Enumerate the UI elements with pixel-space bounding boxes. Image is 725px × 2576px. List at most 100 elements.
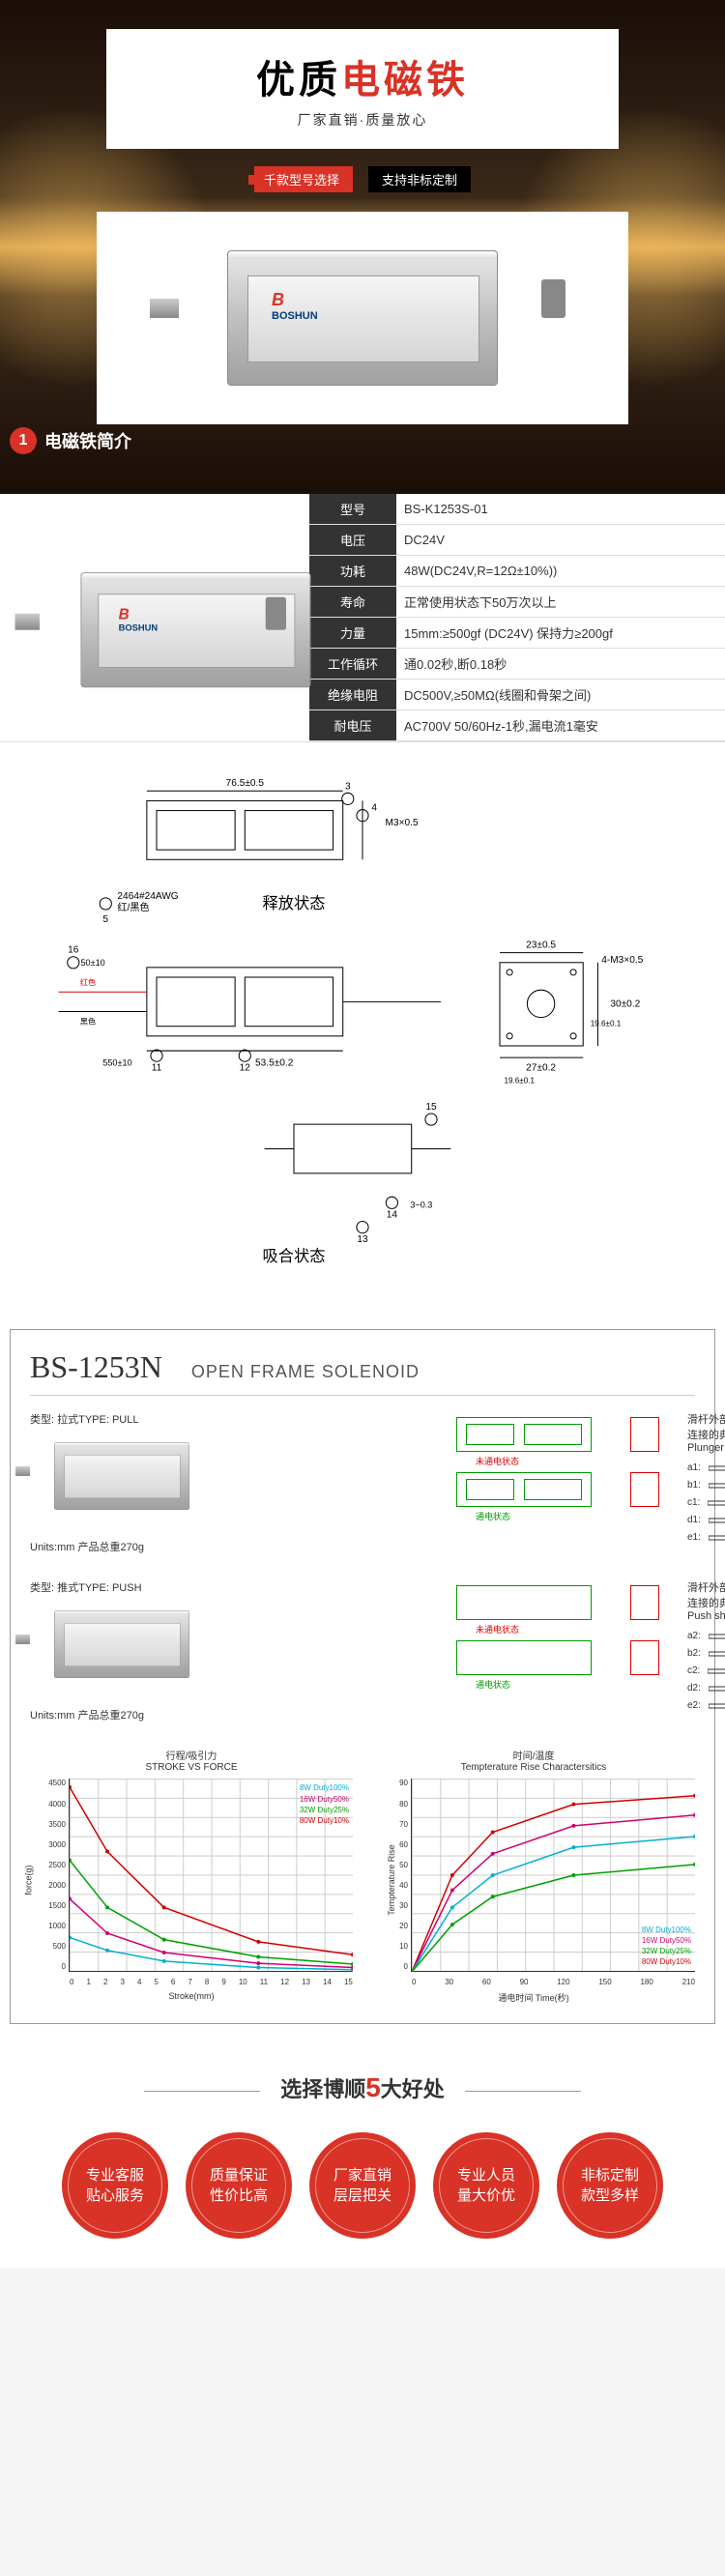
svg-text:15: 15 <box>425 1102 437 1113</box>
chart2-title: 时间/温度 Tempterature Rise Charactersitics <box>372 1748 695 1773</box>
chart1-title: 行程/吸引力 STROKE VS FORCE <box>30 1748 353 1773</box>
pull-schematic: 未通电状态 通电状态 <box>417 1411 668 1518</box>
plunger-item: e2: <box>687 1697 725 1715</box>
title-prefix: 优质 <box>256 59 341 101</box>
spec-key: 工作循环 <box>309 649 396 680</box>
push-schematic: 未通电状态 通电状态 <box>417 1579 668 1686</box>
svg-text:13: 13 <box>357 1234 368 1245</box>
benefit-circle: 质量保证性价比高 <box>186 2132 292 2239</box>
svg-text:4-M3×0.5: 4-M3×0.5 <box>601 955 643 966</box>
diagram-svg: 76.5±0.5 M3×0.5 3 4 2464#24AWG 红/黑色 5 释放… <box>19 771 706 1281</box>
push-list: a2:b2:c2:d2:e2: <box>687 1628 725 1715</box>
spec-key: 寿命 <box>309 587 396 618</box>
plunger-item: e1: <box>687 1529 725 1547</box>
spec-row: 力量15mm:≥500gf (DC24V) 保持力≥200gf <box>309 618 725 649</box>
tag-custom: 支持非标定制 <box>368 166 471 192</box>
benefit-circle: 专业客服贴心服务 <box>62 2132 168 2239</box>
svg-text:550±10: 550±10 <box>102 1057 131 1067</box>
specs-block: BBOSHUN 型号BS-K1253S-01电压DC24V功耗48W(DC24V… <box>0 494 725 741</box>
svg-text:23±0.5: 23±0.5 <box>526 941 556 951</box>
specs-image: BBOSHUN <box>0 494 309 741</box>
spec-val: BS-K1253S-01 <box>396 494 725 525</box>
hero-banner: 优质电磁铁 厂家直销·质量放心 千款型号选择 支持非标定制 BBOSHUN 1 … <box>0 0 725 494</box>
datasheet-header: BS-1253N OPEN FRAME SOLENOID <box>30 1349 695 1396</box>
tag-models: 千款型号选择 <box>254 166 353 192</box>
ds-row-push: 类型: 推式TYPE: PUSH Units:mm 产品总重270g 未通电状态… <box>30 1579 695 1728</box>
spec-val: AC700V 50/60Hz-1秒,漏电流1毫安 <box>396 710 725 741</box>
spec-row: 型号BS-K1253S-01 <box>309 494 725 525</box>
datasheet: BS-1253N OPEN FRAME SOLENOID 类型: 拉式TYPE:… <box>10 1329 715 2024</box>
units1: Units:mm 产品总重270g <box>30 1539 397 1554</box>
svg-text:M3×0.5: M3×0.5 <box>386 818 419 828</box>
svg-text:2464#24AWG: 2464#24AWG <box>117 891 178 902</box>
plunger-title: 滑杆外部与负载 连接的典型结构 Plunger type: <box>687 1411 725 1454</box>
spec-val: DC500V,≥50MΩ(线圈和骨架之间) <box>396 680 725 710</box>
svg-text:红/黑色: 红/黑色 <box>117 901 149 913</box>
subtitle: 厂家直销·质量放心 <box>145 110 580 130</box>
push-title: 滑杆外部与负载 连接的典型结构 Push shaft type <box>687 1579 725 1622</box>
title-bar: 优质电磁铁 厂家直销·质量放心 <box>106 29 619 149</box>
section-title: 电磁铁简介 <box>44 424 131 457</box>
plunger-item: c2: <box>687 1663 725 1680</box>
spec-val: 48W(DC24V,R=12Ω±10%)) <box>396 556 725 587</box>
chart-temp-rise: 时间/温度 Tempterature Rise Charactersitics … <box>372 1748 695 2004</box>
benefit-circle: 专业人员量大价优 <box>433 2132 539 2239</box>
chart1-plot: 450040003500300025002000150010005000 012… <box>69 1779 353 1972</box>
svg-text:19.6±0.1: 19.6±0.1 <box>591 1020 622 1028</box>
ds-model: BS-1253N <box>30 1349 162 1385</box>
svg-text:3: 3 <box>345 781 351 792</box>
svg-text:27±0.2: 27±0.2 <box>526 1062 556 1073</box>
svg-text:红色: 红色 <box>80 977 96 987</box>
svg-text:30±0.2: 30±0.2 <box>610 999 640 1009</box>
spec-row: 电压DC24V <box>309 525 725 556</box>
pull-label: 类型: 拉式TYPE: PULL <box>30 1411 397 1427</box>
spec-row: 功耗48W(DC24V,R=12Ω±10%)) <box>309 556 725 587</box>
plunger-item: a2: <box>687 1628 725 1645</box>
charts: 行程/吸引力 STROKE VS FORCE 45004000350030002… <box>30 1748 695 2004</box>
svg-text:3~0.3: 3~0.3 <box>410 1200 432 1209</box>
spec-key: 力量 <box>309 618 396 649</box>
svg-text:14: 14 <box>387 1209 398 1220</box>
benefit-circles: 专业客服贴心服务质量保证性价比高厂家直销层层把关专业人员量大价优非标定制款型多样 <box>0 2132 725 2239</box>
plunger-item: b1: <box>687 1477 725 1494</box>
svg-text:5: 5 <box>102 914 108 925</box>
svg-text:19.6±0.1: 19.6±0.1 <box>505 1077 536 1085</box>
spec-row: 寿命正常使用状态下50万次以上 <box>309 587 725 618</box>
svg-text:12: 12 <box>240 1062 251 1073</box>
svg-text:53.5±0.2: 53.5±0.2 <box>255 1057 294 1068</box>
chart-stroke-force: 行程/吸引力 STROKE VS FORCE 45004000350030002… <box>30 1748 353 2004</box>
engineering-diagram: 76.5±0.5 M3×0.5 3 4 2464#24AWG 红/黑色 5 释放… <box>0 741 725 1310</box>
ds-row-pull: 类型: 拉式TYPE: PULL Units:mm 产品总重270g 未通电状态… <box>30 1411 695 1560</box>
plunger-item: d2: <box>687 1680 725 1697</box>
ds-type: OPEN FRAME SOLENOID <box>191 1362 420 1382</box>
benefits-title: 选择博顺5大好处 <box>0 2072 725 2103</box>
title-main: 电磁铁 <box>341 59 469 101</box>
units2: Units:mm 产品总重270g <box>30 1707 397 1722</box>
svg-text:11: 11 <box>152 1062 162 1073</box>
tags: 千款型号选择 支持非标定制 <box>0 166 725 192</box>
benefit-circle: 非标定制款型多样 <box>557 2132 663 2239</box>
solenoid-render: BBOSHUN <box>179 231 546 405</box>
spec-key: 耐电压 <box>309 710 396 741</box>
spec-row: 耐电压AC700V 50/60Hz-1秒,漏电流1毫安 <box>309 710 725 741</box>
svg-text:76.5±0.5: 76.5±0.5 <box>226 778 265 789</box>
benefits-section: 选择博顺5大好处 专业客服贴心服务质量保证性价比高厂家直销层层把关专业人员量大价… <box>0 2043 725 2268</box>
spec-key: 电压 <box>309 525 396 556</box>
svg-text:16: 16 <box>68 945 79 956</box>
plunger-item: c1: <box>687 1494 725 1512</box>
svg-text:吸合状态: 吸合状态 <box>263 1248 326 1265</box>
spec-row: 绝缘电阻DC500V,≥50MΩ(线圈和骨架之间) <box>309 680 725 710</box>
plunger-item: b2: <box>687 1645 725 1663</box>
spec-val: 通0.02秒,断0.18秒 <box>396 649 725 680</box>
spec-key: 型号 <box>309 494 396 525</box>
page-title: 优质电磁铁 <box>145 48 580 104</box>
plunger-item: a1: <box>687 1460 725 1477</box>
svg-text:释放状态: 释放状态 <box>263 895 326 912</box>
section-num: 1 <box>10 427 37 454</box>
section-head-1: 1 电磁铁简介 <box>0 424 725 465</box>
svg-text:黑色: 黑色 <box>80 1017 96 1027</box>
specs-table: 型号BS-K1253S-01电压DC24V功耗48W(DC24V,R=12Ω±1… <box>309 494 725 741</box>
svg-text:50±10: 50±10 <box>80 958 104 968</box>
plunger-item: d1: <box>687 1512 725 1529</box>
spec-row: 工作循环通0.02秒,断0.18秒 <box>309 649 725 680</box>
